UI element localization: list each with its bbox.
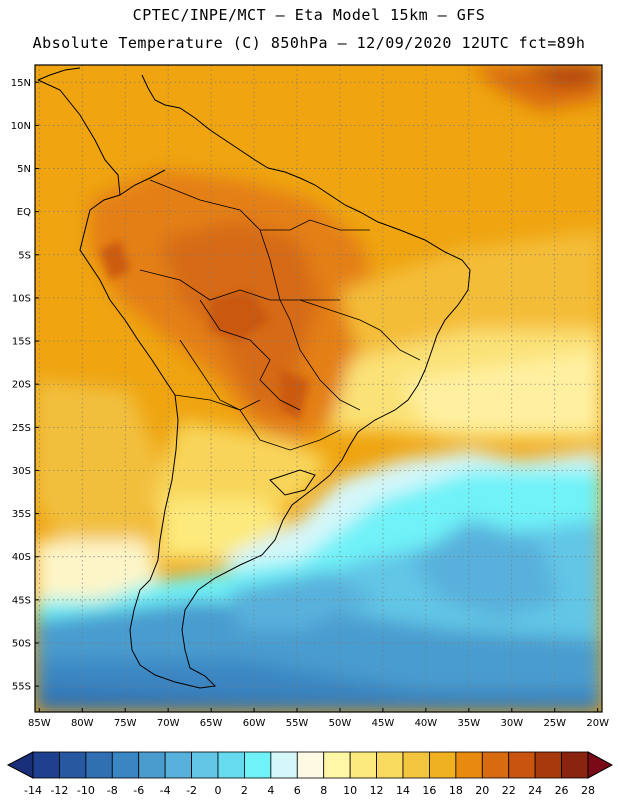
map-frame (34, 64, 603, 713)
lat-label: 55S (12, 682, 31, 693)
lon-label: 50W (329, 718, 352, 729)
colorbar-label: 14 (396, 784, 410, 797)
colorbar-under-arrow (6, 751, 34, 779)
country-borders (139, 179, 421, 451)
lat-label: 30S (12, 466, 31, 477)
colorbar-swatch (138, 751, 166, 779)
map-title-line1: CPTEC/INPE/MCT – Eta Model 15km – GFS (132, 6, 486, 24)
lat-label: 50S (12, 638, 31, 649)
colorbar-label: 0 (215, 784, 222, 797)
lon-label: 80W (71, 718, 94, 729)
latitude-labels: 15N 10N 5N EQ 5S 10S 15S 20S 25S 30S 35S 40S 45S 50S 5… (11, 78, 39, 693)
colorbar-swatch (508, 751, 536, 779)
colorbar-label: -14 (24, 784, 42, 797)
colorbar-swatch (244, 751, 272, 779)
colorbar-swatch (111, 751, 140, 779)
colorbar-label: 2 (241, 784, 248, 797)
colorbar-label: 26 (555, 784, 569, 797)
longitude-labels: 85W 80W 75W 70W 65W 60W 55W 50W 45W 40W 35W 30W 25W 2… (28, 708, 609, 729)
colorbar-label: 20 (475, 784, 489, 797)
colorbar-swatch (85, 751, 113, 779)
colorbar-label: 8 (320, 784, 327, 797)
lon-label: 55W (286, 718, 309, 729)
lon-label: 45W (372, 718, 395, 729)
lat-label: 20S (12, 380, 31, 391)
colorbar-label: 6 (294, 784, 301, 797)
lon-label: 40W (415, 718, 438, 729)
colorbar-label: 22 (502, 784, 516, 797)
colorbar-swatch (217, 751, 245, 779)
colorbar-swatch (323, 751, 351, 779)
colorbar-swatch (270, 751, 298, 779)
colorbar-swatch (402, 751, 430, 779)
temperature-field (35, 65, 602, 712)
lon-label: 25W (543, 718, 566, 729)
map-title-line2: Absolute Temperature (C) 850hPa – 12/09/… (32, 34, 586, 52)
coastline (37, 67, 471, 689)
colorbar-swatch (164, 751, 192, 779)
colorbar-swatch (534, 751, 562, 779)
colorbar-label: 16 (422, 784, 436, 797)
colorbar-label: 4 (267, 784, 274, 797)
lat-label: 10N (11, 121, 31, 132)
lon-label: 20W (586, 718, 609, 729)
colorbar-swatch (481, 751, 510, 779)
lat-lon-grid (35, 65, 602, 712)
colorbar-label: 28 (581, 784, 595, 797)
lon-label: 75W (114, 718, 137, 729)
colorbar-swatch (561, 751, 589, 779)
lon-label: 60W (243, 718, 266, 729)
colorbar-label: -12 (50, 784, 68, 797)
colorbar-label: 12 (370, 784, 384, 797)
colorbar-label: 18 (449, 784, 463, 797)
colorbar-swatch (349, 751, 377, 779)
colorbar-swatch (32, 751, 60, 779)
lat-label: 5N (17, 164, 31, 175)
lat-label: 40S (12, 552, 31, 563)
colorbar-label: -6 (133, 784, 144, 797)
colorbar-label: -4 (160, 784, 171, 797)
colorbar-swatch (376, 751, 404, 779)
lon-label: 85W (28, 718, 51, 729)
colorbar-label: 10 (343, 784, 357, 797)
colorbar-label: -2 (186, 784, 197, 797)
lat-label: 10S (12, 293, 31, 304)
colorbar-swatch (59, 751, 87, 779)
colorbar-swatch (455, 751, 483, 779)
lat-label: 35S (12, 509, 31, 520)
lat-label: 25S (12, 423, 31, 434)
lon-label: 70W (157, 718, 180, 729)
lon-label: 65W (200, 718, 223, 729)
lat-label: 15S (12, 337, 31, 348)
lat-label: 45S (12, 595, 31, 606)
colorbar-swatch (296, 751, 325, 779)
lon-label: 35W (458, 718, 481, 729)
lat-label: 15N (11, 78, 31, 89)
colorbar-label: 24 (528, 784, 542, 797)
colorbar-label: -8 (107, 784, 118, 797)
colorbar-label: -10 (77, 784, 95, 797)
lat-label: EQ (17, 207, 31, 218)
lat-label: 5S (18, 250, 31, 261)
colorbar-legend: -14 -12 -10 -8 -6 -4 -2 0 2 4 6 8 10 12 14 16 18 20 22 24 26… (6, 751, 614, 797)
colorbar-swatch (191, 751, 219, 779)
lon-label: 30W (500, 718, 523, 729)
colorbar-swatch (429, 751, 457, 779)
colorbar-over-arrow (587, 751, 614, 779)
